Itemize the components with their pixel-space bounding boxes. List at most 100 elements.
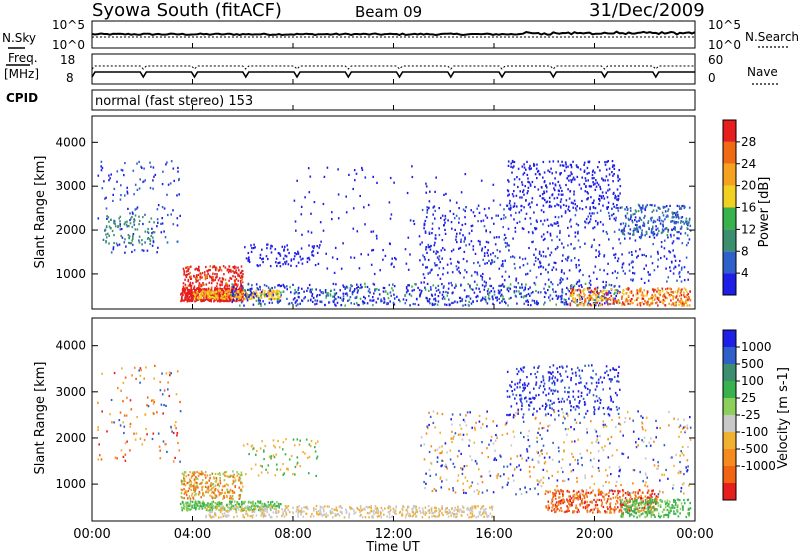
heatmap-cell (432, 213, 434, 216)
heatmap-cell (382, 249, 384, 252)
heatmap-cell (606, 232, 609, 235)
heatmap-cell (462, 506, 465, 509)
heatmap-cell (622, 262, 625, 265)
heatmap-cell (614, 297, 616, 300)
heatmap-cell (116, 244, 119, 247)
heatmap-cell (531, 180, 534, 184)
heatmap-cell (303, 510, 305, 513)
heatmap-cell (683, 266, 686, 269)
heatmap-cell (551, 193, 554, 196)
heatmap-cell (425, 216, 428, 219)
heatmap-cell (222, 289, 224, 292)
heatmap-cell (189, 271, 191, 274)
heatmap-cell (110, 251, 113, 254)
heatmap-cell (670, 260, 673, 263)
heatmap-cell (440, 216, 442, 220)
heatmap-cell (552, 288, 554, 291)
heatmap-cell (681, 216, 684, 219)
heatmap-cell (243, 508, 246, 511)
heatmap-cell (297, 252, 299, 255)
heatmap-cell (574, 257, 576, 260)
heatmap-cell (513, 178, 516, 181)
heatmap-cell (590, 185, 593, 188)
heatmap-cell (498, 297, 500, 300)
heatmap-cell (338, 514, 341, 517)
heatmap-cell (581, 176, 583, 179)
heatmap-cell (200, 273, 202, 276)
heatmap-cell (297, 288, 299, 291)
heatmap-cell (665, 257, 668, 260)
heatmap-cell (430, 509, 433, 513)
heatmap-cell (250, 514, 252, 518)
heatmap-cell (526, 299, 529, 302)
heatmap-cell (208, 489, 211, 492)
heatmap-cell (242, 281, 244, 284)
heatmap-cell (185, 274, 187, 277)
heatmap-cell (190, 277, 192, 280)
heatmap-cell (560, 298, 563, 301)
heatmap-cell (556, 203, 558, 206)
heatmap-cell (290, 264, 292, 267)
heatmap-cell (629, 232, 631, 235)
heatmap-cell (588, 287, 590, 290)
heatmap-cell (661, 223, 664, 226)
heatmap-cell (263, 505, 265, 508)
heatmap-cell (623, 302, 625, 306)
heatmap-cell (221, 283, 223, 287)
heatmap-cell (443, 224, 445, 227)
heatmap-cell (407, 512, 409, 515)
heatmap-cell (101, 166, 104, 169)
heatmap-cell (462, 208, 465, 211)
heatmap-cell (583, 301, 586, 304)
heatmap-cell (186, 266, 189, 269)
heatmap-cell (200, 482, 202, 485)
heatmap-cell (278, 297, 280, 301)
heatmap-cell (304, 296, 306, 299)
heatmap-cell (672, 240, 675, 243)
heatmap-cell (616, 198, 618, 201)
heatmap-cell (223, 471, 226, 474)
heatmap-cell (196, 477, 199, 480)
heatmap-cell (255, 299, 258, 302)
heatmap-cell (277, 252, 280, 255)
heatmap-cell (351, 507, 354, 510)
heatmap-cell (675, 213, 677, 216)
heatmap-cell (216, 282, 219, 285)
heatmap-cell (441, 512, 443, 515)
heatmap-cell (551, 283, 554, 286)
heatmap-cell (106, 430, 108, 433)
heatmap-cell (522, 416, 524, 419)
heatmap-cell (219, 502, 221, 505)
heatmap-cell (426, 206, 428, 209)
heatmap-cell (639, 302, 641, 305)
heatmap-cell (496, 299, 498, 302)
heatmap-cell (625, 292, 628, 295)
heatmap-cell (172, 431, 175, 435)
heatmap-cell (568, 197, 571, 200)
heatmap-cell (144, 213, 146, 216)
heatmap-cell (362, 302, 364, 305)
heatmap-cell (382, 290, 385, 293)
heatmap-cell (575, 421, 578, 424)
nsky-trace (91, 30, 696, 37)
heatmap-cell (124, 194, 126, 197)
heatmap-cell (459, 508, 462, 511)
heatmap-cell (663, 239, 666, 242)
heatmap-cell (591, 244, 593, 247)
heatmap-cell (195, 476, 197, 479)
heatmap-cell (199, 473, 201, 476)
heatmap-cell (194, 504, 197, 507)
heatmap-cell (270, 504, 272, 507)
heatmap-cell (576, 280, 579, 284)
heatmap-cell (508, 286, 510, 289)
heatmap-cell (421, 241, 423, 244)
heatmap-cell (455, 284, 457, 288)
heatmap-cell (346, 292, 348, 295)
heatmap-cell (194, 481, 196, 484)
heatmap-cell (576, 165, 578, 168)
heatmap-cell (628, 269, 631, 272)
heatmap-cell (495, 458, 498, 462)
heatmap-cell (291, 301, 293, 305)
heatmap-cell (451, 301, 453, 305)
heatmap-cell (632, 266, 634, 269)
